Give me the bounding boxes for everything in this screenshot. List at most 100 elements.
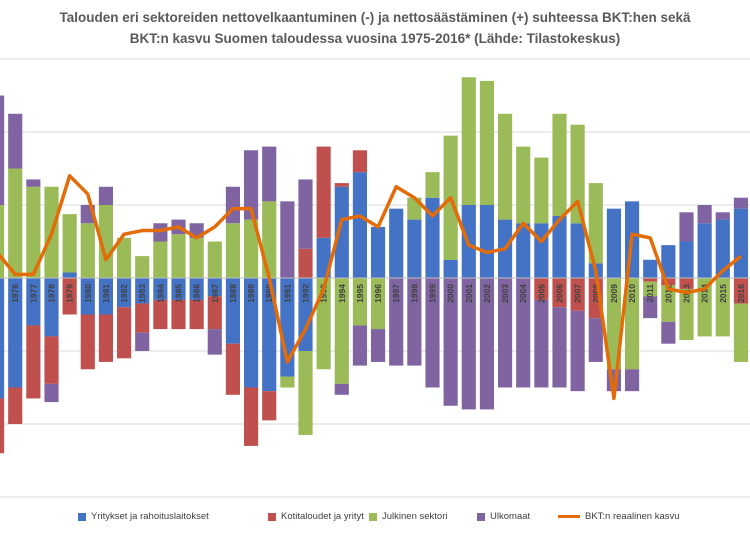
bar-2012-yritykset	[661, 245, 676, 278]
bar-1982-yritykset	[116, 278, 132, 308]
x-tick-label: 1985	[174, 284, 184, 303]
bar-2011-julkinen	[643, 281, 658, 297]
x-tick-label: 1997	[391, 284, 401, 303]
bar-1977-julkinen	[26, 186, 41, 278]
bar-2009-yritykset	[606, 208, 622, 278]
bar-1997-yritykset	[389, 208, 404, 278]
bar-2000-ulkomaat	[443, 278, 458, 406]
x-tick-label: 1996	[373, 284, 383, 303]
bar-2016-ulkomaat	[733, 197, 749, 209]
x-tick-label: 1988	[228, 284, 238, 303]
chart-title-line-1: Talouden eri sektoreiden nettovelkaantum…	[59, 10, 691, 25]
legend-swatch	[477, 512, 485, 521]
bar-1990-kotitaloudet	[262, 391, 277, 421]
x-tick-label: 2008	[591, 284, 601, 303]
bar-1976-kotitaloudet	[8, 387, 23, 424]
bar-2011-ulkomaat	[643, 296, 658, 319]
x-tick-label: 1995	[355, 284, 365, 303]
bar-1983-kotitaloudet	[135, 303, 150, 333]
bar-1994-kotitaloudet	[334, 183, 349, 187]
bar-1986-yritykset	[189, 278, 204, 300]
x-tick-label: 2005	[536, 284, 546, 303]
bar-2001-julkinen	[461, 77, 476, 205]
bar-2012-ulkomaat	[661, 321, 676, 344]
x-tick-label: 1987	[210, 284, 220, 303]
bar-1994-yritykset	[334, 186, 349, 278]
bar-2001-ulkomaat	[461, 278, 476, 410]
bar-1984-kotitaloudet	[153, 299, 168, 330]
x-tick-label: 2002	[482, 284, 492, 303]
legend-item: Ulkomaat	[477, 511, 530, 522]
bar-2006-ulkomaat	[552, 307, 567, 388]
bar-2008-ulkomaat	[588, 318, 603, 362]
series-line-gdp-growth	[0, 174, 743, 401]
bar-2004-yritykset	[516, 223, 531, 278]
bar-2008-julkinen	[588, 183, 603, 264]
bar-2013-julkinen	[679, 288, 694, 341]
bar-2005-kotitaloudet	[534, 278, 549, 300]
legend-item: Julkinen sektori	[369, 511, 447, 522]
bar-1981-yritykset	[98, 278, 114, 315]
bar-1984-ulkomaat	[153, 223, 168, 242]
x-tick-label: 2006	[555, 284, 565, 303]
x-tick-label: 1979	[65, 284, 75, 303]
bar-1978-yritykset	[44, 278, 59, 337]
bar-1989-ulkomaat	[243, 150, 259, 220]
bar-2015-yritykset	[715, 219, 730, 278]
x-tick-label: 1998	[409, 284, 419, 303]
bar-1975-yritykset	[0, 278, 5, 399]
legend-label: Yritykset ja rahoituslaitokset	[91, 511, 209, 522]
bar-1979-yritykset	[62, 272, 77, 278]
bar-2009-julkinen	[606, 278, 622, 370]
x-tick-label: 2010	[627, 284, 637, 303]
bar-1989-julkinen	[243, 219, 259, 278]
bar-2013-ulkomaat	[679, 212, 694, 242]
bar-1975-julkinen	[0, 205, 5, 278]
bar-1980-kotitaloudet	[80, 314, 95, 370]
x-tick-label: 1977	[28, 284, 38, 303]
bar-1977-yritykset	[26, 278, 41, 326]
bar-1988-kotitaloudet	[225, 343, 241, 395]
bar-2005-julkinen	[534, 157, 549, 224]
legend-item: BKT:n reaalinen kasvu	[558, 511, 680, 522]
bar-2007-yritykset	[570, 223, 585, 278]
bar-1994-ulkomaat	[334, 383, 349, 395]
bar-1984-yritykset	[153, 278, 168, 300]
bar-1980-yritykset	[80, 278, 95, 315]
bar-1996-yritykset	[370, 226, 386, 278]
legend-swatch	[558, 515, 580, 518]
x-tick-label: 1975	[0, 284, 2, 303]
bar-1996-julkinen	[370, 278, 386, 330]
bar-2002-julkinen	[479, 80, 495, 205]
bar-1995-kotitaloudet	[352, 150, 368, 173]
bar-1986-julkinen	[189, 237, 204, 278]
x-tick-label: 2016	[736, 284, 746, 303]
x-tick-label: 2014	[700, 284, 710, 303]
x-tick-label: 1981	[101, 284, 111, 303]
bar-2005-ulkomaat	[534, 299, 549, 388]
bar-1982-julkinen	[116, 237, 132, 278]
bar-1996-ulkomaat	[370, 329, 386, 362]
chart-title-line-2: BKT:n kasvu Suomen taloudessa vuosina 19…	[129, 31, 621, 46]
bar-1998-yritykset	[407, 219, 422, 278]
bar-1992-kotitaloudet	[298, 248, 313, 278]
bar-1981-ulkomaat	[98, 186, 114, 205]
bar-1979-kotitaloudet	[62, 278, 77, 315]
bar-1976-julkinen	[8, 168, 23, 278]
bar-1983-julkinen	[135, 256, 150, 278]
bar-2005-yritykset	[534, 223, 549, 278]
x-tick-label: 1989	[246, 284, 256, 303]
bar-2011-yritykset	[643, 259, 658, 278]
legend-label: BKT:n reaalinen kasvu	[585, 511, 680, 522]
bar-1993-yritykset	[316, 237, 331, 278]
bar-1977-ulkomaat	[26, 179, 41, 187]
legend-label: Kotitaloudet ja yrityt	[281, 511, 364, 522]
bar-1987-kotitaloudet	[207, 296, 222, 330]
bar-2016-julkinen	[733, 303, 749, 362]
bar-1976-yritykset	[8, 278, 23, 388]
bar-1995-yritykset	[352, 172, 368, 278]
legend: Yritykset ja rahoituslaitokset Kotitaloud…	[0, 511, 750, 529]
bar-2014-ulkomaat	[697, 205, 712, 224]
bar-1994-julkinen	[334, 278, 349, 384]
bar-1981-kotitaloudet	[98, 314, 114, 362]
